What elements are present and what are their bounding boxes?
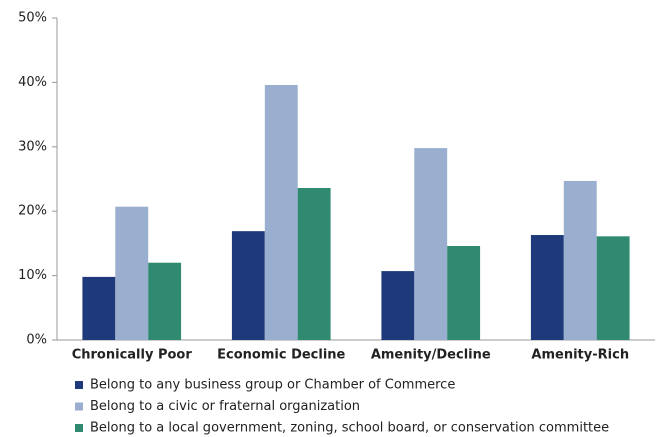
bar bbox=[563, 180, 597, 340]
legend-label: Belong to any business group or Chamber … bbox=[90, 378, 455, 393]
bar bbox=[231, 231, 265, 340]
bar bbox=[596, 236, 630, 340]
bar bbox=[530, 235, 564, 340]
x-tick-label: Economic Decline bbox=[217, 348, 345, 363]
bar bbox=[381, 271, 415, 340]
bar bbox=[297, 188, 331, 340]
bar bbox=[264, 84, 298, 340]
legend-swatch bbox=[75, 402, 83, 411]
x-tick-label: Chronically Poor bbox=[72, 348, 193, 363]
y-tick-label: 20% bbox=[18, 204, 47, 219]
legend-label: Belong to a civic or fraternal organizat… bbox=[90, 399, 360, 414]
bar bbox=[148, 262, 182, 340]
y-tick-label: 40% bbox=[18, 75, 47, 90]
bar bbox=[115, 206, 149, 340]
y-tick-label: 50% bbox=[18, 11, 47, 26]
y-tick-label: 10% bbox=[18, 268, 47, 283]
legend-swatch bbox=[75, 381, 83, 389]
bar bbox=[447, 245, 481, 340]
x-tick-label: Amenity-Rich bbox=[531, 348, 629, 363]
bar bbox=[82, 276, 116, 340]
legend-swatch bbox=[75, 424, 83, 432]
bar bbox=[414, 148, 448, 340]
legend-label: Belong to a local government, zoning, sc… bbox=[90, 421, 609, 436]
y-tick-label: 30% bbox=[18, 139, 47, 154]
x-tick-label: Amenity/Decline bbox=[371, 348, 491, 363]
y-tick-label: 0% bbox=[26, 333, 47, 348]
